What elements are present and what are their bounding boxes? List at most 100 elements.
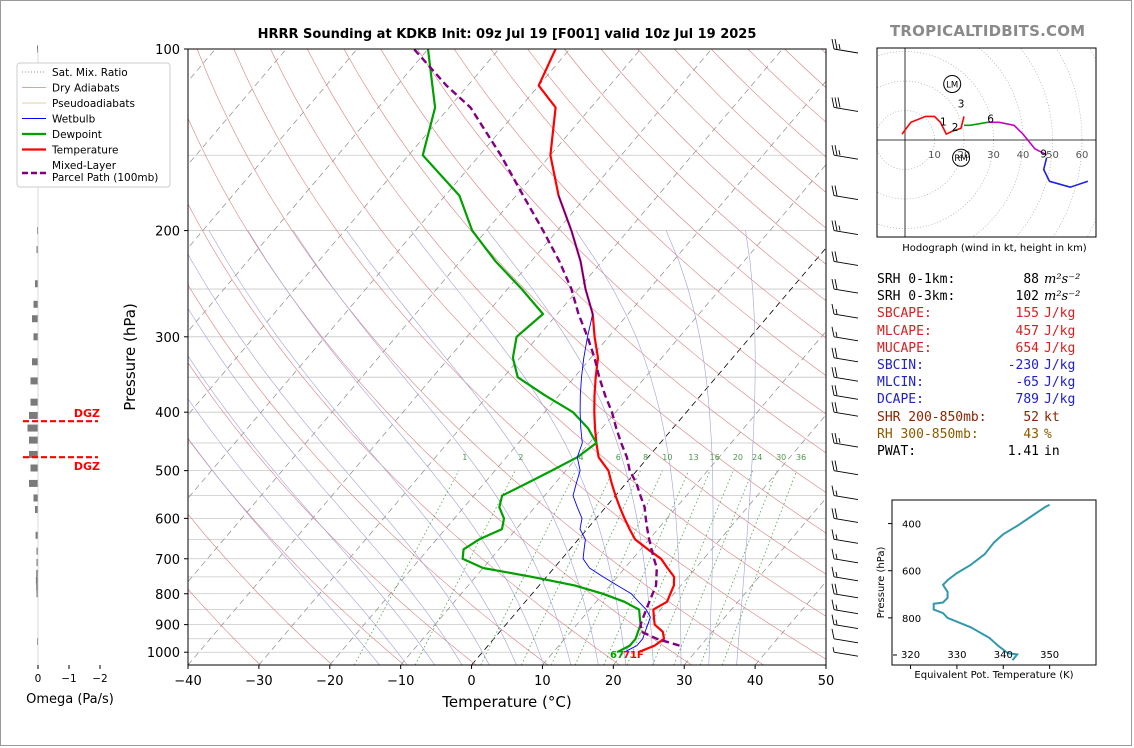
wind-barb-staff [833,609,859,615]
wind-barb-flag [834,38,838,50]
mixing-ratio-line [480,470,577,665]
dry-adiabat-line [343,49,826,534]
isotherm-line [400,164,826,665]
wind-barb-flag [834,347,838,358]
param-unit: J/kg [1044,358,1076,373]
wind-barb-staff [833,576,859,582]
wind-barb-flag [831,402,835,413]
wind-barb [831,583,859,599]
wind-barb-flag [831,220,835,231]
isotherm-line [258,49,783,665]
param-label: MUCAPE: [877,340,932,356]
wind-barb-half-flag [835,604,838,610]
param-value: -65 [1015,375,1039,391]
legend-wetbulb: Wetbulb [52,114,96,126]
omega-axis-label: Omega (Pa/s) [26,692,114,707]
param-label: PWAT: [877,444,917,459]
wind-barb-flag [831,385,835,396]
isotherm-line [188,49,358,249]
param-row: RH 300-850mb: 43% [877,427,1097,443]
omega-tick-label: −1 [61,673,76,685]
y-tick-label: 100 [155,43,180,58]
pseudoadiabat-line [188,307,463,665]
wind-barb-flag [831,251,835,262]
param-unit: % [1044,426,1052,442]
wind-barb-staff [833,538,859,544]
wind-barb [831,278,859,294]
wind-barb-half-flag [838,150,841,156]
dgz-top-label: DGZ [74,407,100,420]
param-row: SBCIN: -230 J/kg [877,358,1097,374]
param-label: SRH 0-3km: [877,289,956,305]
theta-e-x-tick-label: 350 [1040,650,1059,661]
wind-barb-half-flag [835,331,838,337]
param-value: 654 [1015,340,1039,356]
hodograph-ring-label: 20 [958,150,971,161]
surface-temperature-label: 71F [623,650,644,661]
omega-tick-label: 0 [35,673,42,685]
wind-barb [831,432,859,448]
dry-adiabat-line [188,588,261,665]
param-value: 1.41 [1007,444,1039,459]
theta-e-x-tick-label: 340 [994,650,1013,661]
dry-adiabat-line [188,284,549,665]
hodograph-height-label: 1 [940,116,947,128]
wind-barb [831,548,859,564]
dry-adiabat-line [564,49,826,302]
hodograph-trace-3-6km [964,121,988,127]
mixing-ratio-line [626,470,711,665]
param-row: MUCAPE: 654 J/kg [877,341,1097,357]
wind-barb-staff [833,470,859,476]
pseudoadiabat-line [188,355,435,665]
wind-barb [831,347,859,363]
mixing-ratio-label: 10 [662,453,672,462]
y-tick-label: 1000 [147,646,180,661]
hodograph-trace-9km-plus [1042,157,1089,189]
x-tick-label: 30 [676,674,693,689]
param-value: 457 [1015,323,1039,339]
mixing-ratio-label: 2 [518,453,523,462]
param-label: MLCAPE: [877,323,932,339]
wind-barb-flag [831,548,835,559]
x-tick-label: 20 [605,674,622,689]
hodograph-frame [876,47,1097,238]
y-axis-label: Pressure (hPa) [121,303,139,411]
wind-barb-flag [831,599,835,610]
hodograph-height-label: 2 [952,122,959,134]
dry-adiabat-line [527,49,826,339]
storm-motion-label: RM [954,154,967,164]
mixing-ratio-line [353,470,460,665]
x-tick-label: 50 [818,674,835,689]
wind-barb-flag [831,529,835,540]
param-unit: J/kg [1044,306,1076,322]
omega-bar [35,531,38,539]
dry-adiabat-line [233,49,826,660]
theta-e-y-tick-label: 800 [902,614,921,625]
omega-bar [37,45,38,53]
omega-bar [36,547,38,555]
isotherm-line [188,49,429,332]
hodograph-ring-label: 40 [1017,150,1030,161]
wind-barb-staff [833,411,859,417]
param-unit: kt [1044,409,1060,425]
chart-title: HRRR Sounding at KDKB Init: 09z Jul 19 [… [257,27,757,42]
param-value: 155 [1015,306,1039,322]
wind-barb-flag [831,460,835,471]
y-tick-label: 200 [155,225,180,240]
y-tick-label: 500 [155,465,180,480]
param-value: 88 [1023,272,1039,287]
mixing-ratio-line [673,470,754,665]
param-unit: m²s⁻² [1044,272,1081,287]
theta-e-y-tick-label: 600 [902,567,921,578]
y-tick-label: 800 [155,588,180,603]
hodograph-caption: Hodograph (wind in kt, height in km) [902,243,1087,254]
dewpoint-profile [421,49,642,654]
wind-barb-staff [833,517,859,523]
wind-barb-staff [833,638,859,644]
wind-barb-half-flag [835,308,838,315]
dry-adiabat-line [188,513,333,665]
param-row: SRH 0-1km: 88 m²s⁻² [877,272,1097,288]
theta-e-profile [932,503,1051,661]
